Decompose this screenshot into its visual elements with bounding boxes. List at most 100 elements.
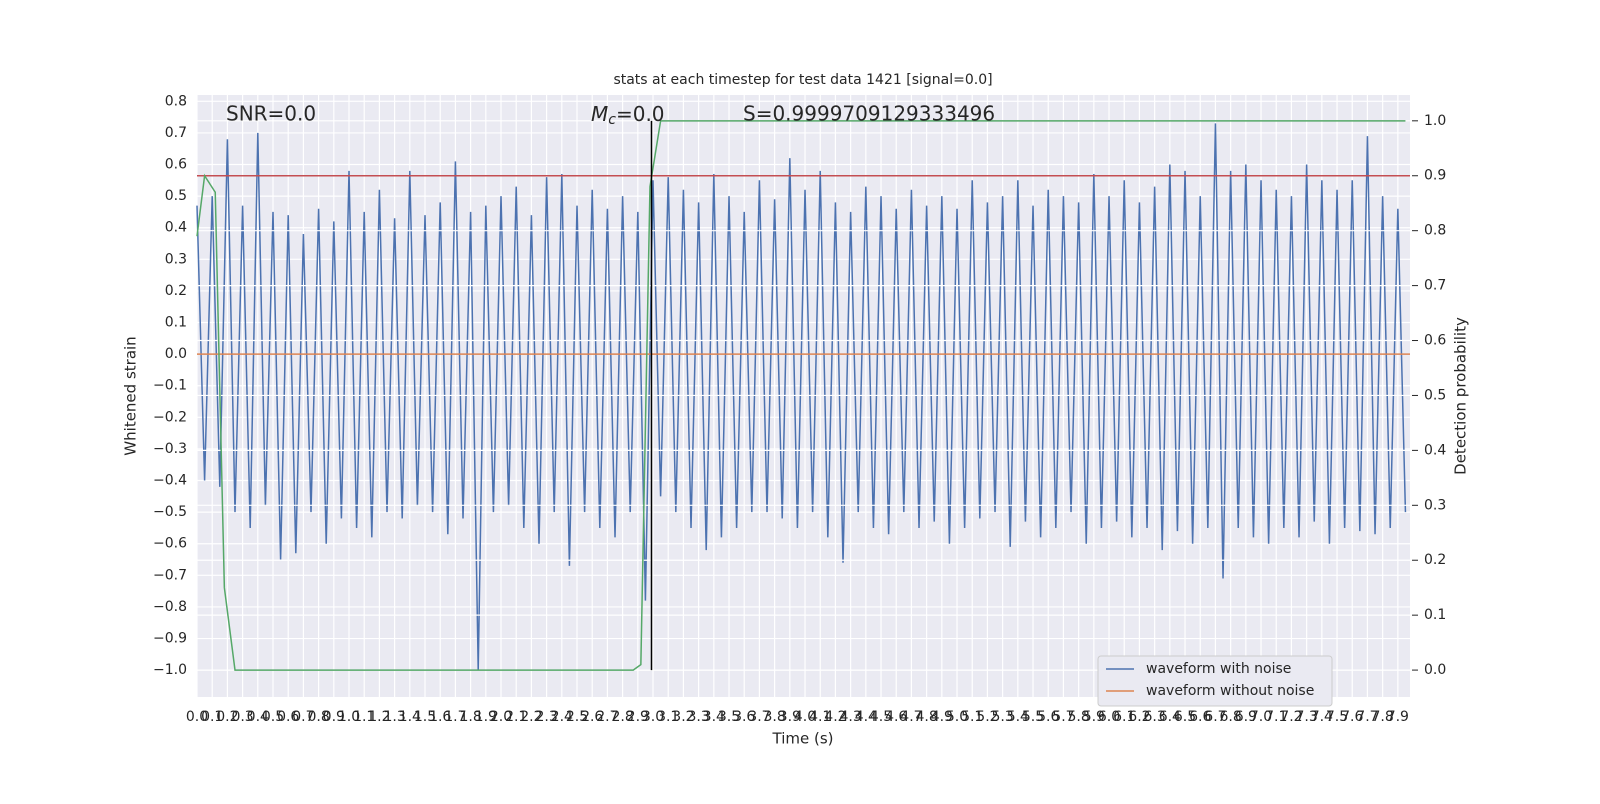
y-tick-label: 0.2 <box>165 283 187 299</box>
x-tick-label: 7.3 <box>1296 709 1318 725</box>
x-tick-label: 0.1 <box>201 709 223 725</box>
x-tick-label: 2.8 <box>611 709 633 725</box>
x-tick-label: 2.1 <box>505 709 527 725</box>
x-tick-label: 1.1 <box>353 709 375 725</box>
x-tick-label: 0.4 <box>247 709 269 725</box>
y2-tick-label: 0.8 <box>1424 223 1446 239</box>
x-tick-label: 1.8 <box>459 709 481 725</box>
x-tick-label: 1.6 <box>429 709 451 725</box>
y-tick-label: −0.2 <box>153 409 187 425</box>
x-tick-label: 0.0 <box>186 709 208 725</box>
x-tick-label: 7.0 <box>1250 709 1272 725</box>
y-tick-label: −0.5 <box>153 504 187 520</box>
legend: waveform with noise waveform without nois… <box>1097 655 1333 707</box>
x-tick-label: 4.7 <box>900 709 922 725</box>
x-tick-label: 6.2 <box>1128 709 1150 725</box>
x-tick-label: 2.7 <box>596 709 618 725</box>
x-tick-label: 6.9 <box>1235 709 1257 725</box>
y-tick-label: −0.1 <box>153 378 187 394</box>
y2-tick-label: 0.1 <box>1424 607 1446 623</box>
x-tick-label: 0.3 <box>231 709 253 725</box>
x-tick-label: 3.0 <box>642 709 664 725</box>
y2-axis-label: Detection probability <box>1452 317 1470 475</box>
x-tick-label: 0.9 <box>323 709 345 725</box>
y-tick-label: 0.8 <box>165 93 187 109</box>
x-tick-label: 3.9 <box>779 709 801 725</box>
annotation-part: =0.0 <box>616 102 665 126</box>
y-tick-label: −0.4 <box>153 473 187 489</box>
legend-box <box>1097 655 1333 707</box>
y-tick-label: 0.6 <box>165 157 187 173</box>
secondary-axes: 1.0 0.9 0.8 0.7 0.6 0.5 0.4 0.3 0.2 0.1 0.0 <box>196 113 1446 678</box>
x-tick-label: 7.9 <box>1387 709 1409 725</box>
x-tick-label: 2.4 <box>551 709 573 725</box>
annotation-part: M <box>591 102 608 126</box>
x-tick-label: 1.7 <box>444 709 466 725</box>
y-axis-label: Whitened strain <box>122 336 140 455</box>
x-tick-label: 0.8 <box>307 709 329 725</box>
annotation-part: c <box>608 112 616 128</box>
y2-tick-label: 0.6 <box>1424 333 1446 349</box>
x-tick-label: 4.9 <box>931 709 953 725</box>
x-tick-label: 2.9 <box>627 709 649 725</box>
x-tick-label: 5.5 <box>1022 709 1044 725</box>
y-tick-label: 0.5 <box>165 188 187 204</box>
y-tick-label: 0.4 <box>165 220 187 236</box>
x-tick-label: 6.4 <box>1159 709 1181 725</box>
x-tick-label: 4.5 <box>870 709 892 725</box>
y-tick-label: −0.7 <box>153 567 187 583</box>
y2-tick-label: 0.5 <box>1424 387 1446 403</box>
x-tick-label: 4.3 <box>839 709 861 725</box>
x-tick-label: 5.9 <box>1083 709 1105 725</box>
annotation: Mc=0.0 <box>591 102 665 129</box>
x-tick-label: 4.1 <box>809 709 831 725</box>
annotation: SNR=0.0 <box>226 102 316 126</box>
x-tick-label: 6.8 <box>1220 709 1242 725</box>
x-tick-label: 4.0 <box>794 709 816 725</box>
x-tick-label: 5.0 <box>946 709 968 725</box>
x-tick-label: 2.5 <box>566 709 588 725</box>
x-tick-label: 3.1 <box>657 709 679 725</box>
x-tick-label: 3.2 <box>672 709 694 725</box>
x-tick-label: 3.3 <box>687 709 709 725</box>
y2-tick-label: 1.0 <box>1424 113 1446 129</box>
y2-tick-label: 0.4 <box>1424 442 1446 458</box>
x-tick-label: 0.6 <box>277 709 299 725</box>
series-line <box>196 123 1407 671</box>
x-tick-label: 5.4 <box>1007 709 1029 725</box>
y2-tick-label: 0.9 <box>1424 168 1446 184</box>
x-tick-label: 4.6 <box>885 709 907 725</box>
x-tick-label: 1.9 <box>475 709 497 725</box>
x-tick-label: 7.2 <box>1280 709 1302 725</box>
y-tick-label: −1.0 <box>153 662 187 678</box>
y-tick-label: 0.1 <box>165 315 187 331</box>
x-tick-label: 1.5 <box>414 709 436 725</box>
x-tick-label: 5.1 <box>961 709 983 725</box>
legend-label: waveform with noise <box>1146 661 1291 677</box>
x-tick-label: 4.4 <box>855 709 877 725</box>
x-tick-label: 5.3 <box>991 709 1013 725</box>
probability-line <box>196 120 1406 671</box>
x-tick-label: 5.7 <box>1052 709 1074 725</box>
x-tick-label: 7.1 <box>1265 709 1287 725</box>
y2-tick-label: 0.7 <box>1424 278 1446 294</box>
x-tick-label: 6.5 <box>1174 709 1196 725</box>
primary-axes: 0.00.10.20.30.40.50.60.70.80.91.01.11.21… <box>153 93 1410 725</box>
x-tick-label: 6.3 <box>1143 709 1165 725</box>
x-tick-label: 6.7 <box>1204 709 1226 725</box>
legend-label: waveform without noise <box>1146 683 1314 699</box>
x-tick-label: 3.4 <box>703 709 725 725</box>
x-tick-label: 7.6 <box>1341 709 1363 725</box>
x-tick-label: 1.3 <box>383 709 405 725</box>
y-tick-label: 0.3 <box>165 251 187 267</box>
chart-title: stats at each timestep for test data 142… <box>613 72 992 88</box>
y-tick-label: −0.8 <box>153 599 187 615</box>
x-tick-label: 6.0 <box>1098 709 1120 725</box>
x-tick-label: 7.7 <box>1356 709 1378 725</box>
x-tick-label: 0.5 <box>262 709 284 725</box>
x-tick-label: 6.6 <box>1189 709 1211 725</box>
y2-tick-label: 0.3 <box>1424 497 1446 513</box>
y2-tick-label: 0.0 <box>1424 662 1446 678</box>
x-tick-label: 5.6 <box>1037 709 1059 725</box>
